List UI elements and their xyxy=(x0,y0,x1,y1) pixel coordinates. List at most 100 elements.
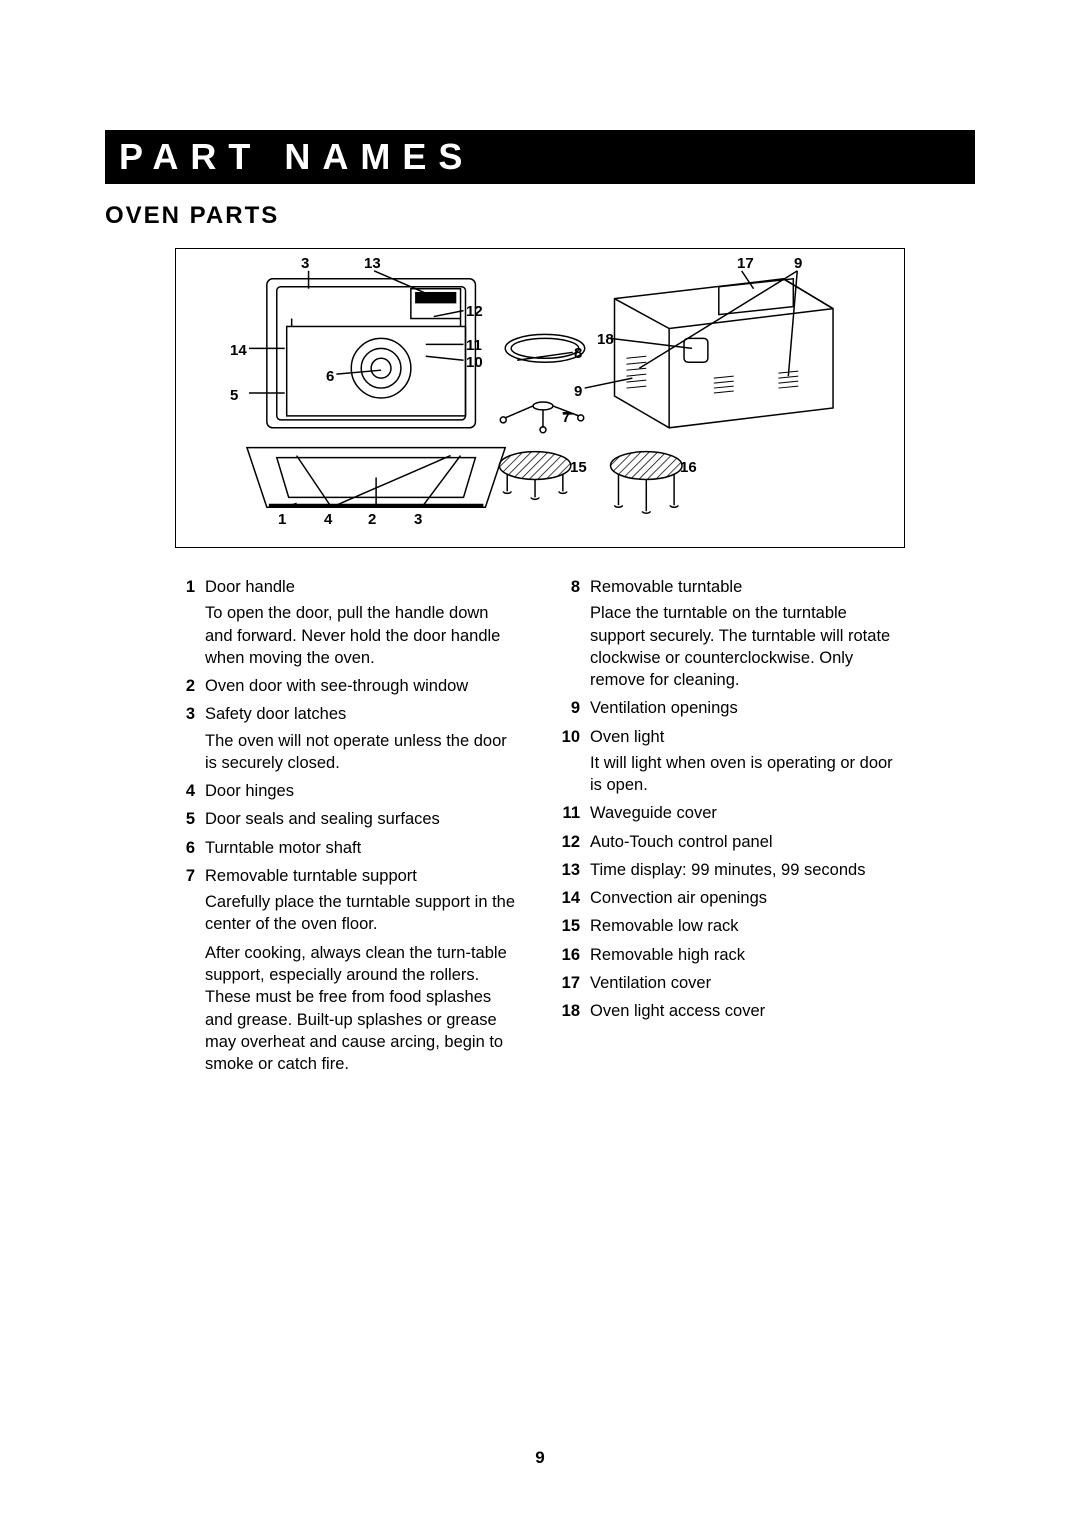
diagram-callout: 7 xyxy=(562,409,570,426)
part-body: Oven light access cover xyxy=(590,1000,905,1022)
diagram-callout: 10 xyxy=(466,354,483,371)
part-label: Oven door with see-through window xyxy=(205,675,520,697)
part-item: 7Removable turntable support Carefully pl… xyxy=(175,865,520,1075)
part-number: 6 xyxy=(175,837,205,859)
part-label: Removable low rack xyxy=(590,915,905,937)
diagram-callout: 11 xyxy=(466,337,482,354)
part-description: The oven will not operate unless the doo… xyxy=(205,730,520,775)
parts-columns: 1Door handle To open the door, pull the h… xyxy=(175,576,905,1081)
part-body: Time display: 99 minutes, 99 seconds xyxy=(590,859,905,881)
part-number: 18 xyxy=(560,1000,590,1022)
part-number: 14 xyxy=(560,887,590,909)
part-label: Convection air openings xyxy=(590,887,905,909)
part-item: 2Oven door with see-through window xyxy=(175,675,520,697)
part-number: 10 xyxy=(560,726,590,797)
parts-diagram: 31312111014651423818971516179 xyxy=(175,248,905,548)
part-body: Turntable motor shaft xyxy=(205,837,520,859)
part-item: 18Oven light access cover xyxy=(560,1000,905,1022)
section-banner: PART NAMES xyxy=(105,130,975,184)
part-number: 8 xyxy=(560,576,590,691)
part-number: 2 xyxy=(175,675,205,697)
parts-right-column: 8Removable turntable Place the turntable … xyxy=(560,576,905,1081)
part-number: 5 xyxy=(175,808,205,830)
part-item: 11Waveguide cover xyxy=(560,802,905,824)
diagram-callout: 3 xyxy=(301,255,309,272)
part-body: Door seals and sealing surfaces xyxy=(205,808,520,830)
subheading: OVEN PARTS xyxy=(105,202,975,230)
part-item: 4Door hinges xyxy=(175,780,520,802)
part-body: Ventilation cover xyxy=(590,972,905,994)
part-description: Carefully place the turntable support in… xyxy=(205,891,520,936)
part-description: Place the turntable on the turntable sup… xyxy=(590,602,905,691)
diagram-callout: 5 xyxy=(230,387,238,404)
diagram-callout: 1 xyxy=(278,511,286,528)
part-item: 16Removable high rack xyxy=(560,944,905,966)
part-label: Time display: 99 minutes, 99 seconds xyxy=(590,859,905,881)
part-number: 16 xyxy=(560,944,590,966)
part-body: Removable turntable support Carefully pla… xyxy=(205,865,520,1075)
diagram-callout: 18 xyxy=(597,331,614,348)
part-label: Door seals and sealing surfaces xyxy=(205,808,520,830)
part-item: 9Ventilation openings xyxy=(560,697,905,719)
diagram-callout: 17 xyxy=(737,255,754,272)
part-label: Ventilation openings xyxy=(590,697,905,719)
part-body: Door hinges xyxy=(205,780,520,802)
part-label: Oven light access cover xyxy=(590,1000,905,1022)
part-description: It will light when oven is operating or … xyxy=(590,752,905,797)
diagram-callout: 2 xyxy=(368,511,376,528)
diagram-callout: 3 xyxy=(414,511,422,528)
part-body: Oven light It will light when oven is ope… xyxy=(590,726,905,797)
part-label: Removable high rack xyxy=(590,944,905,966)
part-item: 13Time display: 99 minutes, 99 seconds xyxy=(560,859,905,881)
part-number: 4 xyxy=(175,780,205,802)
part-label: Removable turntable support xyxy=(205,865,520,887)
diagram-callout: 8 xyxy=(574,345,582,362)
part-number: 3 xyxy=(175,703,205,774)
diagram-callout: 6 xyxy=(326,368,334,385)
part-body: Oven door with see-through window xyxy=(205,675,520,697)
diagram-callout: 15 xyxy=(570,459,587,476)
diagram-callout: 16 xyxy=(680,459,697,476)
part-body: Waveguide cover xyxy=(590,802,905,824)
diagram-callout: 13 xyxy=(364,255,381,272)
part-item: 10Oven light It will light when oven is o… xyxy=(560,726,905,797)
part-body: Safety door latches The oven will not ope… xyxy=(205,703,520,774)
part-item: 17Ventilation cover xyxy=(560,972,905,994)
part-description: To open the door, pull the handle down a… xyxy=(205,602,520,669)
part-label: Turntable motor shaft xyxy=(205,837,520,859)
part-number: 13 xyxy=(560,859,590,881)
part-number: 12 xyxy=(560,831,590,853)
part-label: Door handle xyxy=(205,576,520,598)
diagram-callout: 9 xyxy=(794,255,802,272)
part-label: Waveguide cover xyxy=(590,802,905,824)
part-number: 1 xyxy=(175,576,205,669)
part-label: Door hinges xyxy=(205,780,520,802)
part-body: Removable low rack xyxy=(590,915,905,937)
part-item: 3Safety door latches The oven will not op… xyxy=(175,703,520,774)
part-number: 17 xyxy=(560,972,590,994)
part-item: 12Auto-Touch control panel xyxy=(560,831,905,853)
diagram-callout: 12 xyxy=(466,303,483,320)
part-item: 14Convection air openings xyxy=(560,887,905,909)
part-label: Safety door latches xyxy=(205,703,520,725)
diagram-callout: 9 xyxy=(574,383,582,400)
part-item: 6Turntable motor shaft xyxy=(175,837,520,859)
part-item: 8Removable turntable Place the turntable … xyxy=(560,576,905,691)
part-item: 5Door seals and sealing surfaces xyxy=(175,808,520,830)
part-label: Oven light xyxy=(590,726,905,748)
parts-left-column: 1Door handle To open the door, pull the h… xyxy=(175,576,520,1081)
diagram-svg xyxy=(176,249,904,547)
part-body: Door handle To open the door, pull the ha… xyxy=(205,576,520,669)
part-label: Ventilation cover xyxy=(590,972,905,994)
part-number: 7 xyxy=(175,865,205,1075)
diagram-callout: 4 xyxy=(324,511,332,528)
part-item: 1Door handle To open the door, pull the h… xyxy=(175,576,520,669)
part-label: Removable turntable xyxy=(590,576,905,598)
part-body: Convection air openings xyxy=(590,887,905,909)
part-description: After cooking, always clean the turn-tab… xyxy=(205,942,520,1076)
part-item: 15Removable low rack xyxy=(560,915,905,937)
diagram-callout: 14 xyxy=(230,342,247,359)
part-number: 9 xyxy=(560,697,590,719)
part-body: Ventilation openings xyxy=(590,697,905,719)
part-body: Removable high rack xyxy=(590,944,905,966)
